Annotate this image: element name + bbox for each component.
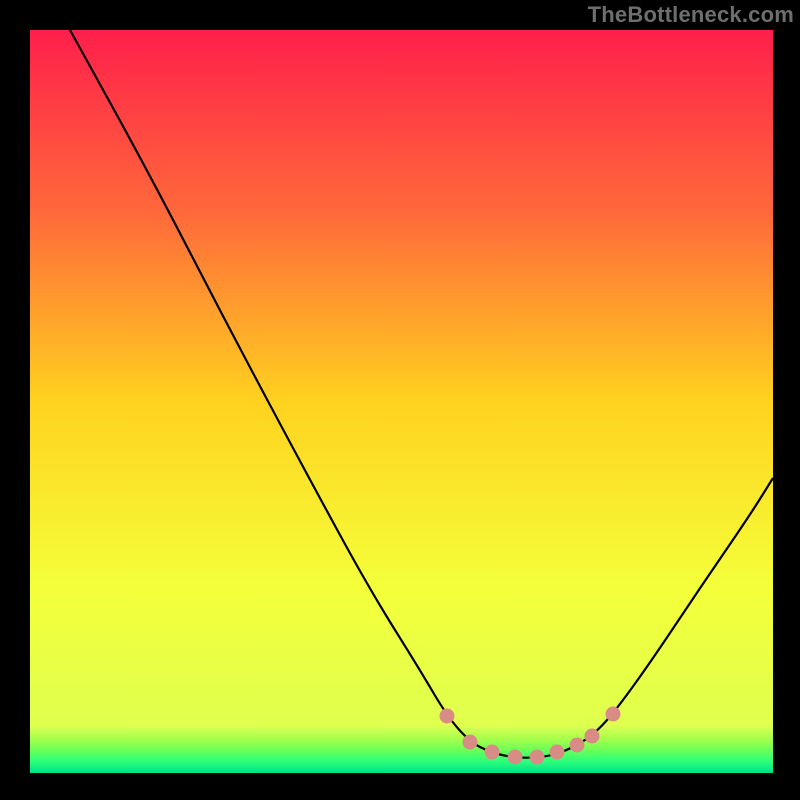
- marker-group: [440, 707, 620, 764]
- curve-marker: [508, 750, 522, 764]
- curve-marker: [570, 738, 584, 752]
- curve-marker: [606, 707, 620, 721]
- watermark-text: TheBottleneck.com: [588, 2, 794, 28]
- bottleneck-curve: [70, 30, 773, 758]
- curve-marker: [530, 750, 544, 764]
- curve-marker: [585, 729, 599, 743]
- plot-area: [30, 30, 773, 773]
- chart-stage: TheBottleneck.com: [0, 0, 800, 800]
- curve-marker: [463, 735, 477, 749]
- curve-layer: [30, 30, 773, 773]
- curve-marker: [550, 745, 564, 759]
- curve-marker: [485, 745, 499, 759]
- curve-marker: [440, 709, 454, 723]
